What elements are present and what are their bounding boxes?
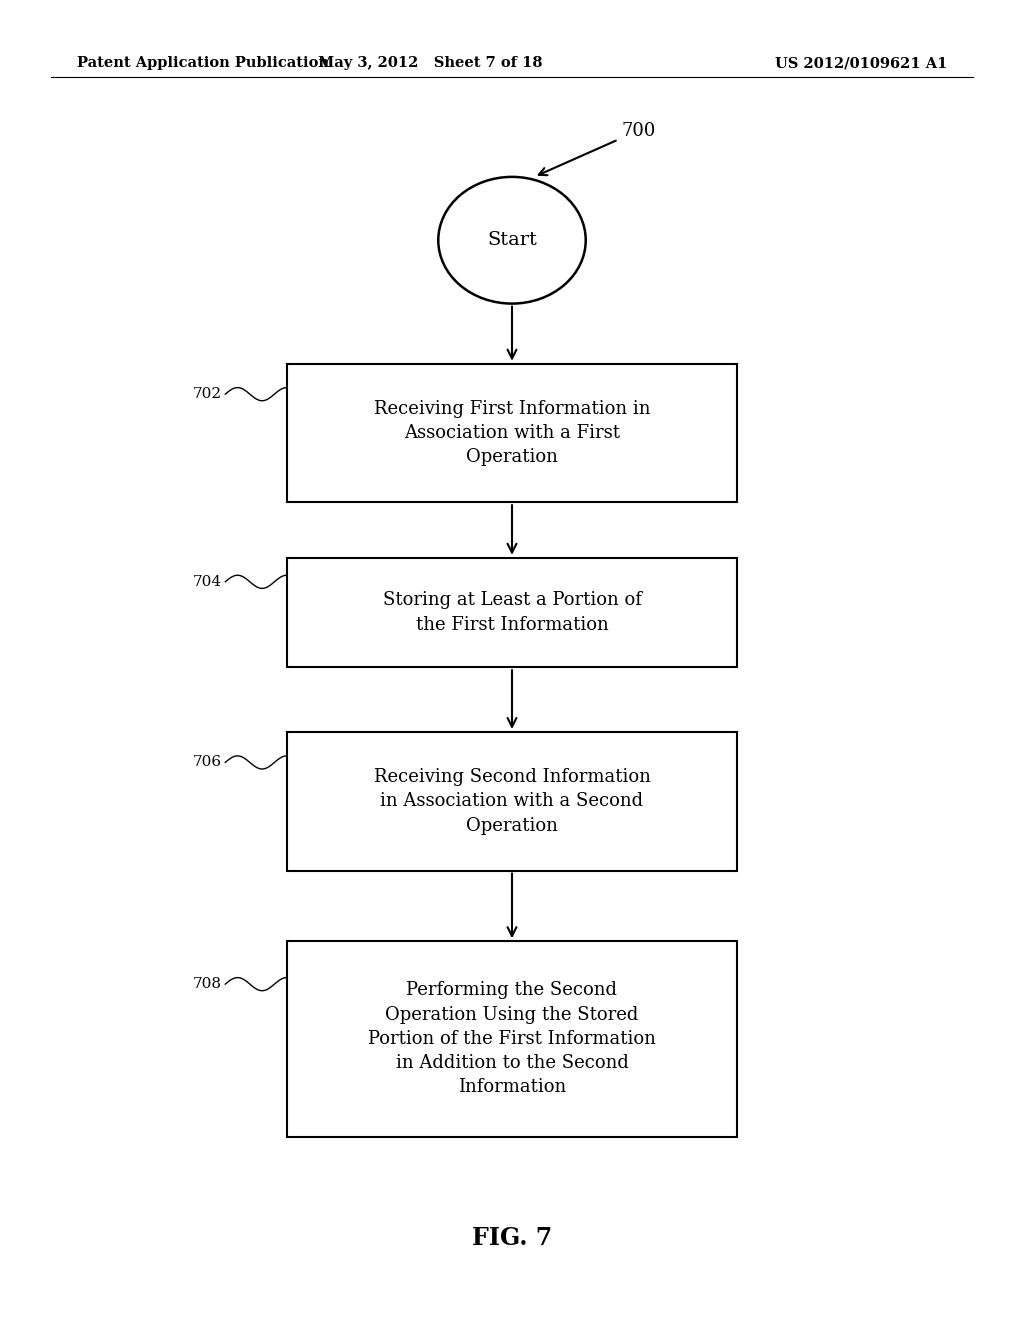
Text: US 2012/0109621 A1: US 2012/0109621 A1 xyxy=(775,57,947,70)
Text: Receiving First Information in
Association with a First
Operation: Receiving First Information in Associati… xyxy=(374,400,650,466)
Text: May 3, 2012   Sheet 7 of 18: May 3, 2012 Sheet 7 of 18 xyxy=(317,57,543,70)
Text: Performing the Second
Operation Using the Stored
Portion of the First Informatio: Performing the Second Operation Using th… xyxy=(368,981,656,1097)
Text: Receiving Second Information
in Association with a Second
Operation: Receiving Second Information in Associat… xyxy=(374,768,650,834)
Text: 706: 706 xyxy=(194,755,222,770)
Text: 702: 702 xyxy=(194,387,222,401)
Text: Patent Application Publication: Patent Application Publication xyxy=(77,57,329,70)
Text: FIG. 7: FIG. 7 xyxy=(472,1226,552,1250)
Text: 700: 700 xyxy=(539,121,655,176)
Text: 708: 708 xyxy=(194,977,222,991)
Text: Start: Start xyxy=(487,231,537,249)
Text: 704: 704 xyxy=(194,574,222,589)
Text: Storing at Least a Portion of
the First Information: Storing at Least a Portion of the First … xyxy=(383,591,641,634)
